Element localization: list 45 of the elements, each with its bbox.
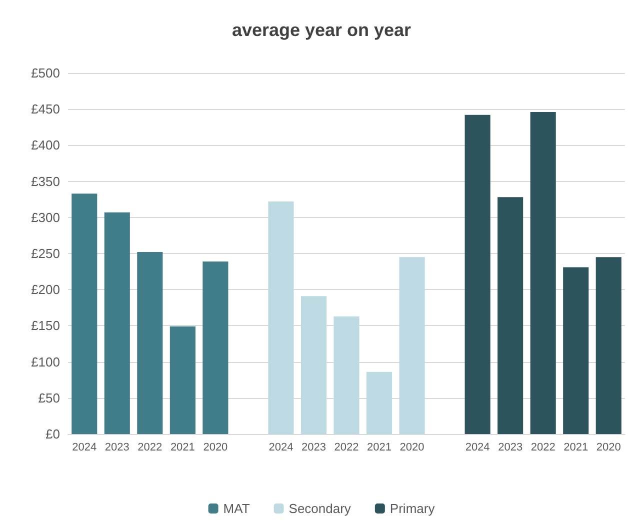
bar [334,316,360,434]
bar [137,252,163,434]
legend-label: Secondary [288,501,352,516]
y-tick-label: £100 [31,354,60,370]
x-tick-label: 2020 [596,442,621,454]
y-tick-label: £500 [31,66,60,80]
bar [399,257,425,434]
x-tick-label: 2020 [400,442,424,454]
bar [104,212,130,434]
y-tick-label: £200 [31,282,60,298]
x-tick-label: 2024 [465,442,490,454]
y-tick-label: £0 [46,426,60,442]
bar [202,261,228,434]
bar [72,194,98,434]
bar [300,296,327,434]
legend-label: MAT [223,501,250,516]
bar [498,197,524,434]
bar [170,326,196,434]
bar [530,112,556,434]
bar [464,114,490,434]
chart-title: average year on year [232,20,412,40]
x-tick-label: 2020 [203,442,228,454]
x-tick-label: 2021 [367,442,392,454]
y-tick-label: £50 [38,390,60,406]
x-tick-label: 2022 [334,442,359,454]
bar [366,372,392,434]
x-tick-label: 2023 [301,442,326,454]
x-tick-label: 2023 [498,442,523,454]
x-tick-label: 2023 [104,442,130,454]
bar [563,267,589,434]
y-tick-label: £150 [31,318,60,334]
x-tick-label: 2024 [268,442,294,454]
bar [268,202,294,434]
legend-label: Primary [390,501,436,516]
y-tick-label: £300 [31,210,60,225]
x-tick-label: 2024 [72,442,97,454]
x-tick-label: 2021 [564,442,588,454]
y-tick-label: £250 [31,246,60,261]
x-tick-label: 2022 [530,442,556,454]
y-tick-label: £350 [31,174,60,189]
x-tick-label: 2022 [138,442,162,454]
x-tick-label: 2021 [170,442,195,454]
y-tick-label: £450 [31,102,60,117]
bar [596,257,622,434]
y-tick-label: £400 [31,138,60,153]
